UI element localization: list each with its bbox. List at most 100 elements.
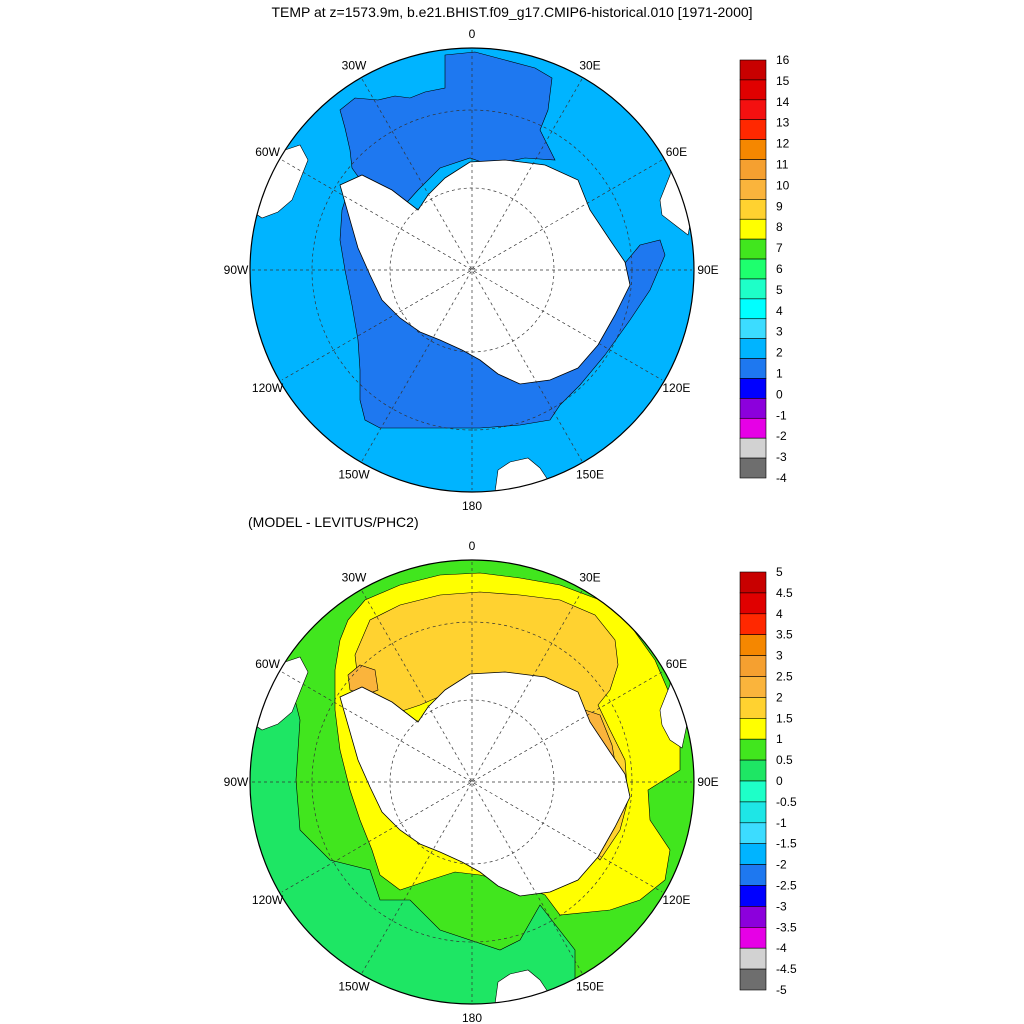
colorbar-swatch: [739, 906, 767, 928]
colorbar-swatch: [739, 885, 767, 907]
colorbar-swatch: [739, 926, 767, 949]
colorbar-label: 7: [776, 241, 783, 255]
bottom-longitude-labels: 0 30E 60E 90E 120E 150E 180 150W 120W 90W 60W 30W: [224, 539, 719, 1024]
colorbar-swatch: [739, 79, 767, 101]
colorbar-swatch: [739, 398, 767, 419]
colorbar-label: -3.5: [776, 920, 797, 934]
colorbar-label: 10: [776, 178, 790, 192]
longitude-label: 120W: [252, 381, 284, 395]
longitude-label: 30W: [342, 571, 367, 585]
bottom-difference-map: [249, 559, 695, 1005]
colorbar-label: -5: [776, 983, 787, 997]
colorbar-label: -2.5: [776, 879, 797, 893]
longitude-label: 90W: [224, 263, 249, 277]
colorbar-label: 3: [776, 649, 783, 663]
colorbar-label: 3.5: [776, 628, 793, 642]
colorbar-label: 6: [776, 262, 783, 276]
bottom-map-title: (MODEL - LEVITUS/PHC2): [248, 514, 419, 530]
colorbar-swatch: [739, 358, 767, 379]
longitude-label: 60W: [255, 145, 280, 159]
colorbar-label: 8: [776, 220, 783, 234]
longitude-label: 120W: [252, 893, 284, 907]
longitude-label: 60E: [666, 145, 687, 159]
colorbar-label: -3: [776, 899, 787, 913]
colorbar-label: 12: [776, 137, 790, 151]
colorbar-label: -1: [776, 408, 787, 422]
longitude-label: 150W: [338, 467, 370, 481]
colorbar-swatch: [739, 676, 767, 698]
longitude-label: 150W: [338, 979, 370, 993]
colorbar-swatch: [739, 634, 767, 656]
colorbar-label: 14: [776, 95, 790, 109]
longitude-label: 30E: [579, 59, 600, 73]
colorbar-swatch: [739, 199, 767, 220]
colorbar-label: 13: [776, 116, 790, 130]
colorbar-swatch: [739, 655, 767, 677]
bottom-green-west-region: [250, 679, 576, 1004]
colorbar-swatch: [739, 968, 767, 991]
colorbar-swatch: [739, 159, 767, 180]
colorbar-label: 16: [776, 53, 790, 67]
longitude-label: 90W: [224, 775, 249, 789]
colorbar-label: 0.5: [776, 753, 793, 767]
longitude-label: 180: [462, 1011, 482, 1024]
top-graticule: [252, 50, 692, 490]
colorbar-label: 4: [776, 304, 783, 318]
colorbar-swatch: [739, 717, 767, 740]
top-longitude-labels: 0 30E 60E 90E 120E 150E 180 150W 120W 90W 60W 30W: [224, 27, 719, 513]
colorbar-label: 3: [776, 325, 783, 339]
longitude-label: 60E: [666, 657, 687, 671]
colorbar-swatch: [739, 843, 767, 865]
colorbar-label: 1.5: [776, 711, 793, 725]
colorbar-swatch: [739, 218, 767, 240]
bottom-antarctica: [339, 671, 631, 897]
colorbar-label: 4.5: [776, 586, 793, 600]
colorbar-swatch: [739, 780, 767, 803]
colorbar-swatch: [739, 378, 767, 399]
colorbar-label: -4: [776, 471, 787, 485]
colorbar-label: 0: [776, 387, 783, 401]
colorbar-label: -1: [776, 816, 787, 830]
longitude-label: 120E: [662, 381, 690, 395]
longitude-label: 90E: [697, 775, 718, 789]
colorbar-label: -2: [776, 429, 787, 443]
longitude-label: 150E: [576, 467, 604, 481]
colorbar-swatch: [739, 318, 767, 339]
longitude-label: 120E: [662, 893, 690, 907]
colorbar-swatch: [739, 457, 767, 479]
colorbar-swatch: [739, 338, 767, 359]
colorbar-label: 2.5: [776, 670, 793, 684]
colorbar-swatch: [739, 179, 767, 200]
top-map-title: TEMP at z=1573.9m, b.e21.BHIST.f09_g17.C…: [271, 4, 753, 20]
longitude-label: 0: [469, 539, 476, 553]
colorbar-label: 5: [776, 565, 783, 579]
longitude-label: 90E: [697, 263, 718, 277]
colorbar-swatch: [739, 571, 767, 594]
colorbar-label: 4: [776, 607, 783, 621]
longitude-label: 30W: [342, 59, 367, 73]
colorbar-label: -2: [776, 858, 787, 872]
colorbar-label: 2: [776, 690, 783, 704]
bottom-orange-patch-west: [347, 664, 379, 696]
longitude-label: 30E: [579, 571, 600, 585]
longitude-label: 60W: [255, 657, 280, 671]
bottom-colorbar: 5 4.5 4 3.5 3 2.5 2 1.5 1 0.5 0 -0.5 -1 -1.5 -2 -2.5 -3 -…: [739, 565, 797, 997]
colorbar-swatch: [739, 947, 767, 970]
colorbar-swatch: [739, 759, 767, 782]
colorbar-label: 1: [776, 367, 783, 381]
colorbar-label: -4.5: [776, 962, 797, 976]
colorbar-swatch: [739, 864, 767, 886]
longitude-label: 180: [462, 499, 482, 513]
colorbar-label: -3: [776, 450, 787, 464]
colorbar-swatch: [739, 238, 767, 260]
bottom-map-border: [249, 559, 695, 1005]
colorbar-swatch: [739, 738, 767, 761]
colorbar-label: 11: [776, 158, 789, 172]
colorbar-swatch: [739, 298, 767, 320]
top-temperature-map: [249, 47, 695, 493]
colorbar-swatch: [739, 822, 767, 844]
colorbar-swatch: [739, 801, 767, 824]
colorbar-swatch: [739, 417, 767, 439]
